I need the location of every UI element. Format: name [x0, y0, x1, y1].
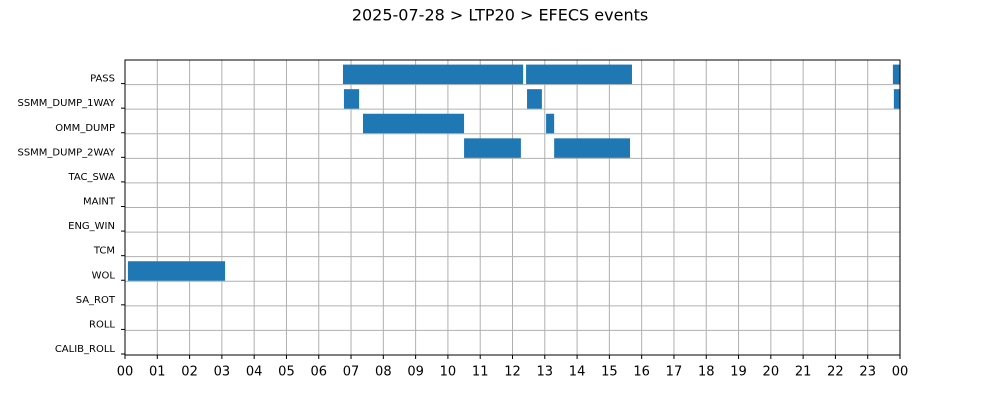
x-tick-label: 06 [310, 365, 327, 380]
x-tick-label: 02 [181, 365, 198, 380]
y-tick-label: SSMM_DUMP_2WAY [17, 147, 115, 158]
event-bar [526, 64, 632, 85]
x-tick-label: 12 [504, 365, 521, 380]
x-tick-label: 04 [246, 365, 263, 380]
x-tick-label: 05 [278, 365, 295, 380]
x-tick-label: 00 [892, 365, 909, 380]
x-tick-label: 14 [569, 365, 586, 380]
event-bar [527, 89, 542, 109]
event-bar [343, 89, 360, 109]
x-tick-label: 21 [795, 365, 812, 380]
event-bar [546, 113, 555, 134]
x-tick-label: 19 [730, 365, 747, 380]
plot-frame [124, 59, 901, 356]
x-tick-label: 23 [859, 365, 876, 380]
x-tick-label: 18 [698, 365, 715, 380]
x-tick-label: 11 [472, 365, 489, 380]
y-tick-label: WOL [92, 270, 116, 281]
y-tick-label: TCM [93, 246, 115, 257]
x-tick-label: 20 [763, 365, 780, 380]
x-tick-label: 09 [407, 365, 424, 380]
x-tick-label: 16 [633, 365, 650, 380]
y-tick-label: PASS [90, 74, 115, 85]
x-tick-label: 08 [375, 365, 392, 380]
event-bar [464, 138, 521, 158]
y-tick-label: OMM_DUMP [55, 123, 115, 134]
chart-title: 2025-07-28 > LTP20 > EFECS events [352, 6, 648, 25]
event-bar [127, 261, 226, 281]
x-tick-label: 17 [666, 365, 683, 380]
x-tick-label: 07 [343, 365, 360, 380]
x-tick-label: 10 [440, 365, 457, 380]
y-tick-label: SA_ROT [76, 295, 116, 306]
x-tick-label: 03 [214, 365, 231, 380]
event-bar [893, 89, 900, 109]
x-tick-label: 22 [827, 365, 844, 380]
event-bar [554, 138, 631, 158]
x-tick-label: 01 [149, 365, 166, 380]
event-bar [892, 64, 900, 85]
x-tick-label: 00 [117, 365, 134, 380]
y-tick-label: TAC_SWA [67, 172, 115, 183]
event-bar [342, 64, 524, 85]
event-bar [362, 113, 465, 134]
x-tick-label: 13 [537, 365, 554, 380]
y-tick-label: MAINT [83, 197, 116, 208]
y-tick-label: ROLL [89, 319, 115, 330]
y-tick-label: ENG_WIN [68, 221, 115, 232]
y-tick-label: CALIB_ROLL [55, 344, 116, 355]
y-tick-label: SSMM_DUMP_1WAY [17, 98, 115, 109]
x-tick-label: 15 [601, 365, 618, 380]
